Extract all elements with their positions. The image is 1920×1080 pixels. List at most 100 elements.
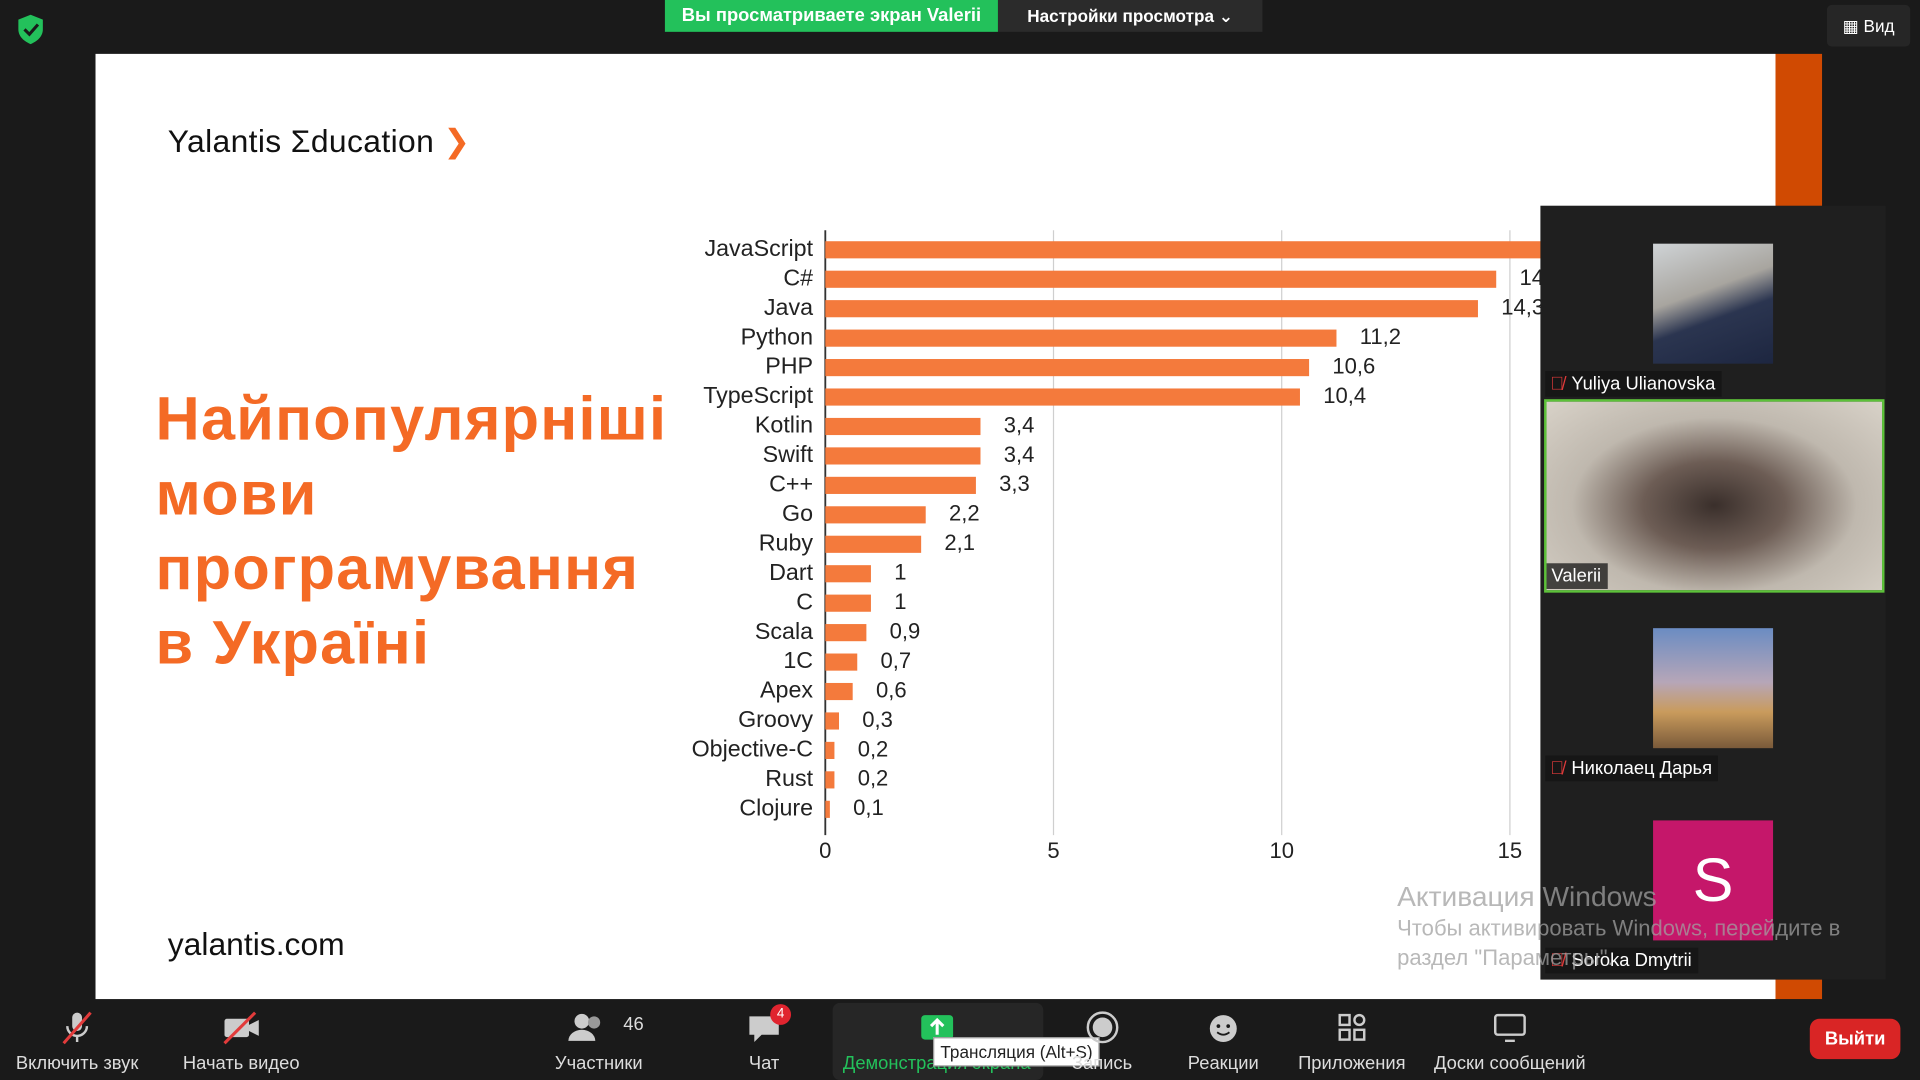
view-options[interactable]: Настройки просмотра ⌄ [997,0,1263,32]
participant-name: Yuliya Ulianovska [1571,373,1716,395]
data-label: 11,2 [1360,324,1401,349]
security-icon[interactable] [15,12,47,46]
mute-button[interactable]: Включить звук [16,1004,138,1074]
bar [825,417,981,436]
y-tick-label: Java [764,294,813,320]
y-tick-label: Apex [760,677,813,703]
chat-badge: 4 [770,1004,792,1025]
bar [825,241,1565,259]
active-speaker-video [1544,399,1885,593]
y-tick-label: Rust [765,765,813,791]
participant-avatar: S [1653,820,1774,941]
watermark-line: раздел "Параметры". [1397,945,1614,970]
data-label: 2,2 [949,501,980,526]
windows-watermark: Активация Windows Чтобы активировать Win… [1397,879,1840,972]
participant-name: Valerii [1551,565,1602,587]
x-tick-label: 5 [1047,838,1059,863]
bar [825,359,1310,377]
muted-icon: 🎙̸ [1550,373,1564,395]
icon [749,1016,779,1043]
chat-button[interactable]: Чат [746,1004,783,1074]
bar [825,270,1497,288]
participant-name: Николаец Дарья [1571,757,1713,779]
data-label: 0,9 [890,618,921,643]
data-label: 0,1 [853,795,884,820]
y-tick-label: C# [783,264,813,290]
icon [1493,1013,1526,1043]
y-tick-label: 1C [783,647,813,673]
leave-button[interactable]: Выйти [1809,1018,1901,1060]
bar [825,300,1478,318]
bar [825,800,830,818]
bar [825,476,976,494]
view-button-label: Вид [1863,15,1895,36]
y-tick-label: C [796,588,813,614]
y-tick-label: JavaScript [705,235,814,261]
y-tick-label: Clojure [739,794,813,820]
bar [825,712,839,730]
participant-label: 🎙̸ Yuliya Ulianovska [1545,371,1722,397]
logo-text: Yalantis Σducation [167,122,435,160]
heading-line: мови [155,459,318,528]
participant-name: Soroka Dmytrii [1571,950,1692,972]
bar [825,535,922,553]
y-tick-label: PHP [765,353,813,379]
data-label: 1 [894,560,906,585]
share-banner: Вы просматриваете экран Valerii [664,0,998,32]
y-tick-label: Ruby [759,529,814,555]
button-label: Реакции [1187,1053,1259,1074]
bar [825,506,926,524]
button-label: Участники [554,1053,643,1074]
bar [825,653,858,671]
whiteboards-button[interactable]: Доски сообщений [1434,1004,1586,1074]
participant-photo [1653,243,1774,364]
x-tick-label: 10 [1269,838,1294,863]
bar [825,447,981,465]
watermark-title: Активация Windows [1397,880,1657,913]
heading-line: в Україні [155,608,431,678]
bar [825,565,871,583]
participant-label: Valerii [1546,563,1608,589]
bar [825,771,835,789]
x-tick-label: 0 [819,838,831,863]
data-label: 0,2 [858,736,889,761]
slide-heading: Найпопулярніші мови програмування в Укра… [156,382,668,681]
data-label: 0,2 [858,766,889,791]
apps-button[interactable]: Приложения [1298,1004,1406,1074]
heading-line: Найпопулярніші [155,384,668,454]
participants-button[interactable]: Участники [555,1004,643,1074]
muted-icon: 🎙̸ [1550,950,1564,972]
data-label: 10,4 [1323,383,1366,408]
participants-count: 46 [623,1013,644,1035]
view-button[interactable]: ▦ Вид [1826,4,1911,47]
data-label: 3,4 [1004,412,1035,437]
record-button[interactable]: Запись [1072,1004,1132,1074]
y-tick-label: Python [741,323,813,349]
icon [1338,1013,1366,1041]
icon [62,1011,92,1045]
y-tick-label: Scala [755,618,813,644]
data-label: 1 [894,589,906,614]
icon [1086,1011,1118,1044]
muted-icon: 🎙̸ [1550,757,1564,779]
icon [568,1013,600,1041]
reactions-button[interactable]: Реакции [1188,1004,1259,1074]
y-tick-label: TypeScript [703,382,813,408]
bar [825,682,853,701]
tooltip: Трансляция (Alt+S) [933,1037,1100,1067]
data-label: 0,3 [862,707,893,732]
video-button[interactable]: Начать видео [183,1004,300,1074]
y-tick-label: Kotlin [755,412,813,438]
button-label: Доски сообщений [1434,1053,1586,1074]
button-label: Чат [748,1053,780,1074]
data-label: 0,6 [876,677,907,702]
data-label: 2,1 [944,530,975,555]
watermark-line: Чтобы активировать Windows, перейдите в [1397,915,1841,941]
slide-logo: Yalantis Σducation ❯ [167,122,471,160]
shared-slide [95,53,1776,1000]
y-tick-label: C++ [769,471,813,497]
button-label: Начать видео [182,1053,300,1074]
participant-label: 🎙̸ Soroka Dmytrii [1545,947,1698,974]
y-tick-label: Swift [763,441,814,467]
